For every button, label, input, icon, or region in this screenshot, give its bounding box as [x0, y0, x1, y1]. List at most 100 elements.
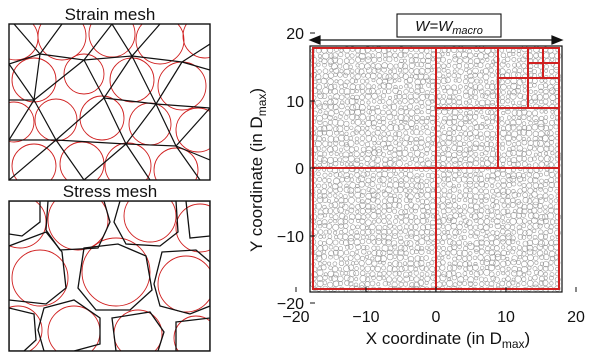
particle	[440, 255, 445, 260]
particle	[328, 244, 334, 250]
particle	[391, 151, 398, 158]
particle	[418, 245, 425, 252]
particle	[457, 280, 463, 286]
particle	[434, 82, 441, 90]
particle	[365, 130, 371, 137]
particle	[522, 168, 528, 173]
particle	[441, 234, 448, 241]
particle	[541, 134, 549, 142]
particle	[414, 88, 421, 95]
particle	[526, 52, 534, 60]
particle	[359, 275, 367, 283]
particle	[428, 233, 436, 241]
particle	[310, 134, 318, 142]
particle	[506, 157, 511, 162]
particle	[365, 73, 371, 79]
particle	[538, 240, 545, 247]
particle	[359, 135, 366, 141]
x-tick-label: 20	[567, 309, 585, 326]
particle	[320, 77, 328, 85]
particle	[436, 71, 443, 78]
particle	[338, 246, 343, 251]
particle	[517, 93, 524, 99]
particle	[364, 281, 371, 287]
particle	[393, 63, 399, 69]
particle	[500, 177, 507, 184]
particle	[477, 62, 484, 69]
particle	[463, 119, 468, 125]
particle	[342, 227, 349, 234]
particle	[554, 98, 561, 104]
particle	[444, 198, 451, 205]
particle	[543, 209, 548, 214]
particle	[370, 212, 378, 220]
particle	[334, 79, 339, 84]
particle	[537, 233, 545, 240]
particle	[407, 120, 415, 128]
strain-mesh-panel: Strain mesh	[8, 5, 211, 181]
particle	[506, 245, 512, 251]
particle	[386, 51, 393, 58]
particle	[424, 178, 430, 184]
particle	[466, 113, 473, 121]
particle	[381, 73, 389, 80]
particle	[466, 264, 474, 272]
particle	[423, 266, 429, 272]
particle	[325, 124, 333, 132]
particle	[425, 186, 431, 193]
particle	[467, 98, 473, 104]
particle	[544, 130, 550, 136]
particle	[533, 188, 538, 193]
particle	[344, 109, 351, 116]
particle	[345, 244, 350, 250]
particle	[418, 248, 425, 255]
particle	[410, 130, 415, 135]
particle	[516, 282, 521, 288]
particle	[537, 265, 544, 271]
particle	[397, 78, 402, 83]
particle	[442, 130, 447, 135]
particle	[377, 135, 383, 140]
particle	[488, 208, 494, 214]
particle	[317, 245, 324, 252]
particle	[425, 136, 432, 143]
particle	[327, 141, 333, 147]
particle	[375, 52, 382, 59]
particle	[321, 219, 328, 226]
particle	[439, 264, 446, 271]
particle	[406, 171, 414, 179]
particle	[493, 203, 501, 211]
particle	[446, 88, 454, 96]
particle	[377, 119, 382, 125]
particle	[343, 198, 349, 203]
particle	[473, 182, 479, 188]
particle	[550, 109, 555, 114]
particle	[543, 204, 548, 210]
particle	[317, 240, 323, 246]
particle	[320, 264, 327, 271]
particle	[467, 52, 474, 59]
particle	[516, 224, 522, 231]
particle	[349, 204, 355, 210]
particle	[445, 176, 452, 183]
particle	[403, 146, 408, 151]
particle	[532, 250, 537, 255]
particle	[387, 223, 393, 229]
particle	[355, 204, 361, 210]
particle	[543, 151, 548, 156]
particle	[348, 191, 355, 198]
particle	[484, 177, 489, 182]
particle	[358, 181, 365, 188]
particle	[433, 275, 441, 283]
particle	[485, 208, 491, 215]
particle	[388, 120, 393, 125]
particle	[543, 182, 548, 188]
particle	[408, 98, 415, 105]
particle	[473, 57, 481, 65]
particle	[398, 85, 403, 90]
particle	[420, 207, 427, 214]
particle	[342, 82, 349, 88]
particle	[520, 212, 526, 218]
particle	[547, 245, 555, 252]
particle	[537, 270, 544, 277]
